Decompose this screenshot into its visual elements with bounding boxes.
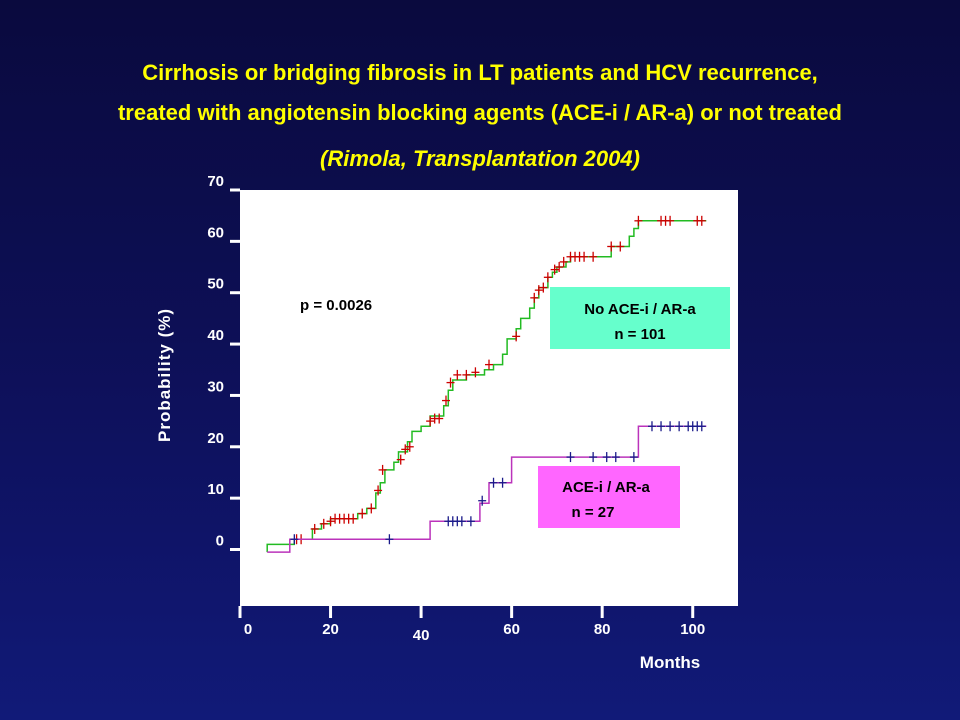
no-ace-censor-mark <box>426 416 435 427</box>
no-ace-legend-name: No ACE-i / AR-a <box>584 301 696 318</box>
ace-censor-mark <box>675 421 684 432</box>
no-ace-censor-mark <box>441 395 450 406</box>
no-ace-censor-mark <box>607 241 616 252</box>
ace-censor-mark <box>385 534 394 545</box>
x-tick-label: 80 <box>594 621 611 638</box>
ace-censor-mark <box>566 452 575 463</box>
no-ace-censor-mark <box>485 359 493 370</box>
y-axis-title: Probability (%) <box>155 308 174 442</box>
y-tick-label: 20 <box>207 430 224 447</box>
slide-citation: (Rimola, Transplantation 2004) <box>320 146 640 171</box>
series-layer <box>266 215 707 553</box>
no-ace-censor-mark <box>534 285 543 296</box>
ace-censor-mark <box>290 534 299 545</box>
x-axis: 0 20 40 60 80 100 <box>238 606 705 644</box>
no-ace-censor-mark <box>616 241 625 252</box>
no-ace-censor-mark <box>374 485 383 496</box>
no-ace-censor-mark <box>589 251 598 262</box>
ace-legend-name: ACE-i / AR-a <box>562 479 650 496</box>
no-ace-censor-mark <box>543 272 552 283</box>
ace-censor-mark <box>611 452 620 463</box>
slide-title-line-1: Cirrhosis or bridging fibrosis in LT pat… <box>142 60 818 85</box>
plot-area <box>240 190 738 606</box>
no-ace-censor-mark <box>697 215 706 226</box>
ace-censor-mark <box>489 477 498 488</box>
ace-censor-mark <box>647 421 656 432</box>
no-ace-censor-mark <box>453 369 462 380</box>
ace-censor-mark <box>466 516 475 527</box>
ace-censor-mark <box>498 477 507 488</box>
x-tick-label: 20 <box>322 621 339 638</box>
y-tick-label: 50 <box>207 276 224 293</box>
no-ace-censor-mark <box>319 518 328 529</box>
y-axis: 0 10 20 30 40 50 60 70 <box>207 173 240 552</box>
x-axis-title: Months <box>640 653 700 672</box>
no-ace-censor-mark <box>446 377 455 388</box>
y-tick-label: 30 <box>207 378 224 395</box>
no-ace-censor-mark <box>310 523 319 534</box>
x-tick-label: 0 <box>244 621 252 638</box>
x-tick-label: 60 <box>503 621 520 638</box>
no-ace-censor-mark <box>396 454 405 465</box>
no-ace-censor-mark <box>326 516 335 527</box>
ace-legend-n: n = 27 <box>572 504 615 521</box>
no-ace-censor-mark <box>405 441 414 452</box>
ace-censor-mark <box>589 452 598 463</box>
no-ace-censor-mark <box>378 464 387 475</box>
no-ace-censor-mark <box>550 264 559 275</box>
y-tick-label: 70 <box>207 173 224 190</box>
ace-censor-mark <box>697 421 706 432</box>
y-tick-label: 60 <box>207 224 224 241</box>
ace-censor-mark <box>657 421 666 432</box>
no-ace-censor-mark <box>666 215 675 226</box>
no-ace-censor-mark <box>559 256 568 267</box>
ace-censor-mark <box>602 452 611 463</box>
ace-censor-mark <box>457 516 466 527</box>
ace-legend-box <box>538 466 680 528</box>
no-ace-censor-mark <box>462 369 471 380</box>
ace-censor-mark <box>478 495 487 506</box>
no-ace-censor-mark <box>580 251 589 262</box>
no-ace-legend-box <box>550 287 730 349</box>
no-ace-censor-mark <box>471 367 480 378</box>
x-tick-label: 40 <box>413 627 430 644</box>
no-ace-censor-mark <box>358 508 367 519</box>
no-ace-legend-n: n = 101 <box>614 326 665 343</box>
no-ace-censor-mark <box>367 503 376 514</box>
no-ace-censor-mark <box>539 282 548 293</box>
ace-censor-mark <box>629 452 638 463</box>
no-ace-censor-mark <box>634 215 643 226</box>
no-ace-censor-mark <box>401 444 410 455</box>
slide-title-line-2: treated with angiotensin blocking agents… <box>117 100 842 125</box>
p-value-label: p = 0.0026 <box>300 297 372 314</box>
x-tick-label: 100 <box>680 621 705 638</box>
y-tick-label: 10 <box>207 481 224 498</box>
y-tick-label: 40 <box>207 327 224 344</box>
no-ace-censor-mark <box>512 331 521 342</box>
no-ace-censor-mark <box>530 292 539 303</box>
y-tick-label: 0 <box>216 533 224 550</box>
no-ace-censor-mark <box>555 262 564 273</box>
ace-censor-mark <box>666 421 675 432</box>
no-ace-censor-mark <box>435 413 444 424</box>
no-ace-censor-mark <box>349 513 358 524</box>
